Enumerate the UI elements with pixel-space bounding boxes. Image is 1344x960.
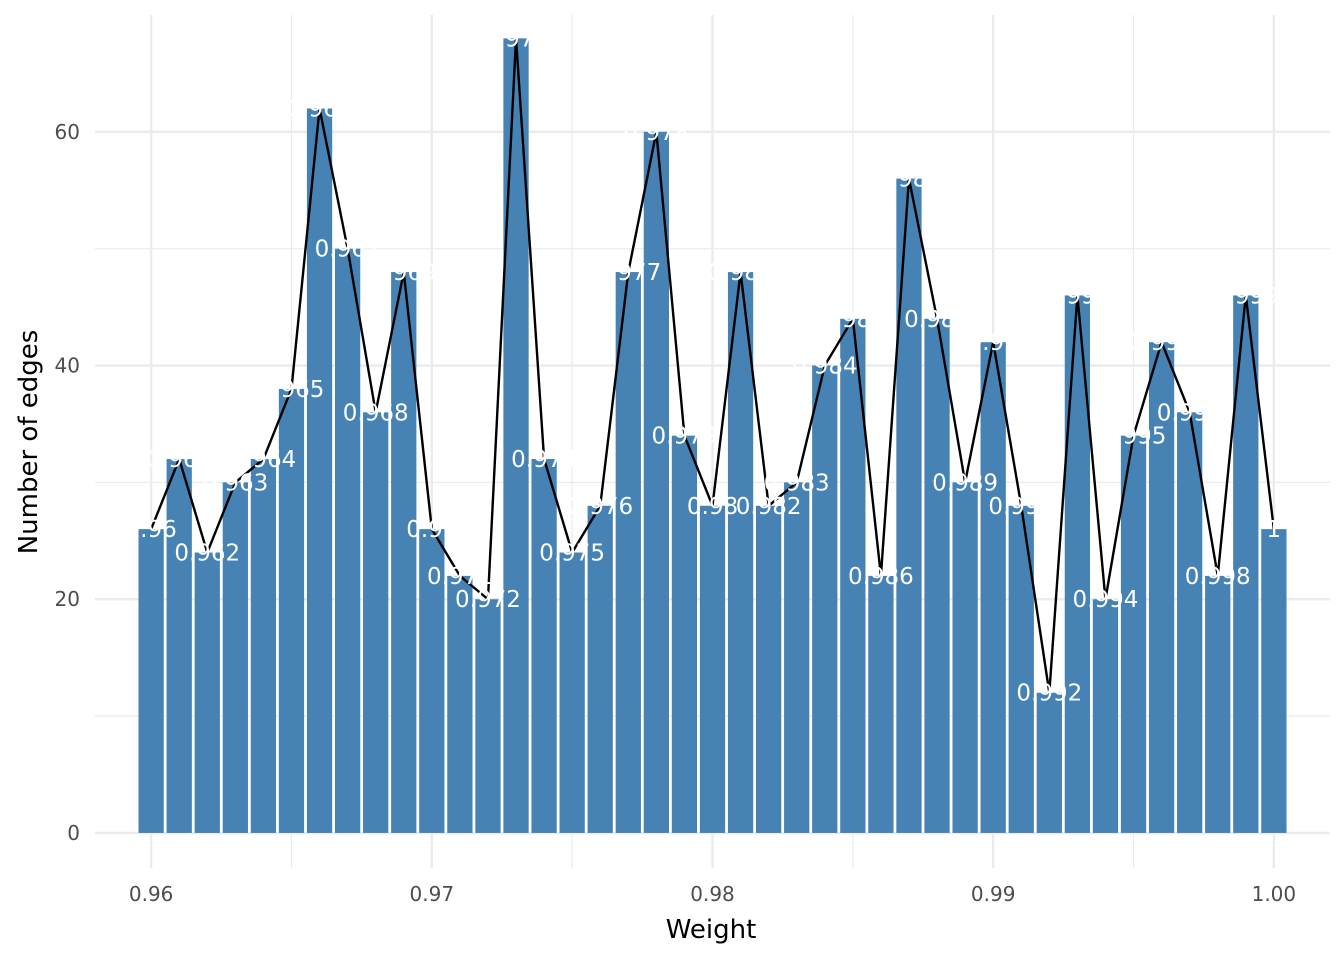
bar [671,435,698,833]
bar-label: 0.999 [1213,283,1279,309]
trend-line-layer [150,37,1276,694]
bar [587,505,613,833]
x-axis-ticks: 0.96 0.97 0.98 0.99 1.00 [129,882,1296,906]
trend-line [150,37,1276,694]
bar [306,108,333,833]
bar [475,599,501,833]
bar-label: 1 [1267,517,1282,543]
x-tick-label: 0.99 [971,882,1016,906]
bar [391,272,417,833]
bar [756,505,782,833]
y-tick-label: 60 [55,120,80,144]
x-tick-label: 0.97 [410,882,455,906]
bar-label: 0.98 [687,494,738,520]
bar-label: 0.971 [427,564,493,590]
bar-label: 0.961 [146,447,212,473]
x-tick-label: 0.96 [129,882,174,906]
bar-label: 0.983 [764,470,830,496]
bar-label: 0.96 [126,517,177,543]
bar [699,505,726,833]
bar [278,388,305,833]
bar [643,131,669,833]
bar-label: 0.964 [230,447,296,473]
bar [1205,575,1231,833]
bar-label: 0.966 [287,96,353,122]
bar [363,412,389,833]
bar-label: 0.978 [623,120,689,146]
bar [952,482,978,833]
bar [138,529,164,833]
bar-label: 0.986 [848,564,914,590]
y-axis-title: Number of edges [14,330,44,555]
bar-label: 0.962 [174,541,240,567]
bars [138,38,1287,833]
bar-label: 0.985 [820,307,886,333]
bar [868,575,894,833]
y-tick-label: 20 [55,587,80,611]
bar-label: 0.975 [539,541,605,567]
x-tick-label: 0.98 [690,882,735,906]
bar [896,178,922,833]
bar-label: 0.965 [259,377,325,403]
bar-label: 0.969 [371,260,437,286]
bar-label: 0.997 [1157,400,1223,426]
x-tick-label: 1.00 [1252,882,1297,906]
bar [222,482,248,833]
bar [166,459,192,833]
bar [419,529,445,833]
bar [250,459,277,833]
bar-label: 0.998 [1185,564,1251,590]
bar [1092,599,1119,833]
bar [727,272,754,833]
bar-label: 0.974 [511,447,577,473]
bar-label: 0.979 [652,424,718,450]
bar-label: 0.992 [1016,681,1082,707]
bar [615,272,641,833]
bar-label: 0.967 [315,237,381,263]
bar-label: 0.977 [595,260,661,286]
bar [924,318,950,833]
bar-label: 0.993 [1044,283,1110,309]
bar [334,248,361,833]
bar [1261,529,1287,833]
y-tick-label: 0 [67,821,80,845]
bar-label: 0.995 [1101,424,1167,450]
bar [812,365,838,833]
bar [1064,295,1091,833]
bar-label: 0.968 [343,400,409,426]
bar [1120,435,1147,833]
bar-labels: 0.960.9610.9620.9630.9640.9650.9660.9670… [126,26,1282,706]
bar-label: 0.989 [932,470,998,496]
bar [559,552,585,833]
bar-label: 0.972 [455,587,521,613]
bar-label: 0.976 [567,494,633,520]
bar-label: 0.982 [736,494,802,520]
bar [531,459,557,833]
bar [1148,342,1175,833]
bar-label: 0.991 [988,494,1054,520]
bar [784,482,810,833]
bar-label: 0.981 [708,260,774,286]
bar [1008,505,1034,833]
bar [447,575,473,833]
bar-label: 0.984 [792,354,858,380]
bar-label: 0.97 [406,517,457,543]
y-tick-label: 40 [55,354,80,378]
x-axis-title: Weight [666,915,757,945]
y-axis-ticks: 0 20 40 60 [55,120,80,845]
bar-label: 0.988 [904,307,970,333]
bar [194,552,220,833]
bar-label: 0.99 [968,330,1019,356]
bar [1036,692,1062,833]
bar-label: 0.994 [1073,587,1139,613]
bar-label: 0.963 [202,470,268,496]
bar-label: 0.973 [483,26,549,52]
bar-label: 0.996 [1129,330,1195,356]
bar-label: 0.987 [876,167,942,193]
bar [980,342,1006,833]
bar [1177,412,1203,833]
